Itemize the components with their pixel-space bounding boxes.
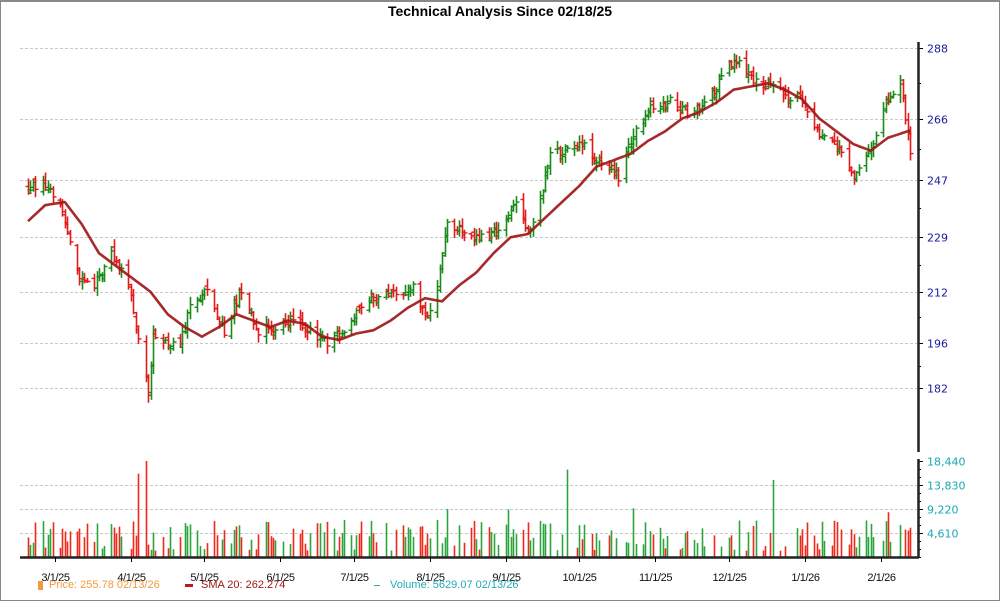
svg-text:288: 288 — [927, 43, 948, 56]
svg-text:4/1/25: 4/1/25 — [117, 572, 145, 584]
svg-text:1/1/26: 1/1/26 — [791, 572, 819, 584]
svg-text:4,610: 4,610 — [927, 528, 959, 541]
legend-volume: Volume: 5629.07 02/13/26 — [374, 579, 518, 591]
chart-title: Technical Analysis Since 02/18/25 — [387, 3, 613, 19]
legend-price-text: Price: 255.78 02/13/26 — [49, 579, 160, 591]
volume-gridlines — [20, 485, 918, 534]
volume-swatch-icon — [374, 584, 380, 586]
ohlc-price-bars — [25, 50, 914, 403]
svg-text:229: 229 — [927, 232, 948, 245]
svg-text:12/1/25: 12/1/25 — [713, 572, 747, 584]
svg-text:3/1/25: 3/1/25 — [41, 572, 69, 584]
svg-text:13,830: 13,830 — [927, 480, 966, 493]
legend-sma: SMA 20: 262.274 — [185, 579, 285, 591]
svg-text:18,440: 18,440 — [927, 456, 966, 469]
legend-volume-text: Volume: 5629.07 02/13/26 — [390, 579, 519, 591]
svg-text:9/1/25: 9/1/25 — [492, 572, 520, 584]
svg-text:9,220: 9,220 — [927, 504, 959, 517]
svg-text:182: 182 — [927, 383, 948, 396]
price-axis: 288 266 247 229 212 196 182 — [917, 42, 948, 452]
volume-axis: 18,440 13,830 9,220 4,610 — [20, 456, 966, 559]
svg-text:266: 266 — [927, 114, 948, 127]
svg-text:10/1/25: 10/1/25 — [563, 572, 597, 584]
sma-20-line — [27, 82, 911, 342]
svg-text:212: 212 — [927, 287, 948, 300]
svg-text:7/1/25: 7/1/25 — [340, 572, 368, 584]
svg-text:8/1/25: 8/1/25 — [416, 572, 444, 584]
legend-sma-text: SMA 20: 262.274 — [201, 579, 286, 591]
svg-text:11/1/25: 11/1/25 — [639, 572, 672, 584]
sma-swatch-icon — [185, 583, 193, 587]
price-swatch-icon — [38, 580, 43, 590]
date-axis: 3/1/25 4/1/25 5/1/25 6/1/25 7/1/25 8/1/25 9/1/… — [41, 557, 896, 584]
volume-bars — [27, 461, 912, 557]
svg-text:247: 247 — [927, 175, 948, 188]
svg-text:6/1/25: 6/1/25 — [266, 572, 294, 584]
svg-text:196: 196 — [927, 338, 948, 351]
svg-text:5/1/25: 5/1/25 — [190, 572, 218, 584]
legend-price: Price: 255.78 02/13/26 — [38, 579, 160, 591]
svg-text:2/1/26: 2/1/26 — [867, 572, 895, 584]
